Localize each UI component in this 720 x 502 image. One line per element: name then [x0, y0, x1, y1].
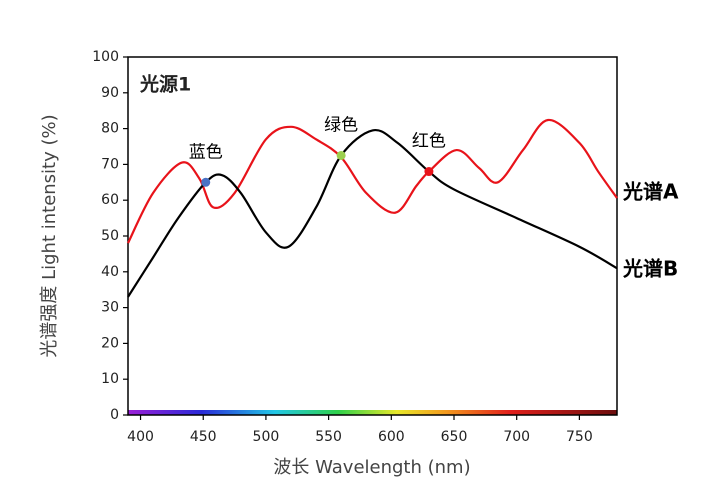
x-tick-label: 600	[378, 429, 405, 445]
x-tick-label: 750	[566, 429, 593, 445]
annotation: 红色	[412, 132, 446, 152]
y-tick-label: 70	[101, 156, 119, 172]
x-tick-label: 550	[315, 429, 342, 445]
marker-point	[424, 167, 434, 177]
spectrum-strip	[128, 410, 617, 415]
line-series	[127, 128, 618, 298]
line-series	[127, 118, 618, 244]
marker-point	[201, 177, 211, 187]
x-tick-label: 400	[127, 429, 154, 445]
x-tick-label: 500	[253, 429, 280, 445]
x-tick-label: 650	[441, 429, 468, 445]
y-tick-label: 100	[92, 49, 119, 65]
y-axis-title: 光谱强度 Light intensity (%)	[39, 114, 60, 357]
x-tick-label: 450	[190, 429, 217, 445]
inset-title: 光源1	[139, 73, 191, 96]
y-tick-label: 60	[101, 192, 119, 208]
annotation: 蓝色	[189, 142, 223, 162]
legend-label: 光谱B	[622, 257, 678, 281]
x-axis-title: 波长 Wavelength (nm)	[273, 457, 470, 478]
marker-point	[336, 150, 346, 160]
y-tick-label: 80	[101, 121, 119, 137]
y-tick-label: 30	[101, 300, 119, 316]
y-tick-label: 20	[101, 335, 119, 351]
y-tick-label: 50	[101, 228, 119, 244]
y-tick-label: 90	[101, 85, 119, 101]
y-tick-label: 10	[101, 371, 119, 387]
y-tick-label: 40	[101, 264, 119, 280]
plot-frame	[127, 56, 618, 416]
y-tick-label: 0	[110, 407, 119, 423]
annotation: 绿色	[324, 115, 358, 135]
x-tick-label: 700	[503, 429, 530, 445]
legend-label: 光谱A	[622, 180, 679, 204]
